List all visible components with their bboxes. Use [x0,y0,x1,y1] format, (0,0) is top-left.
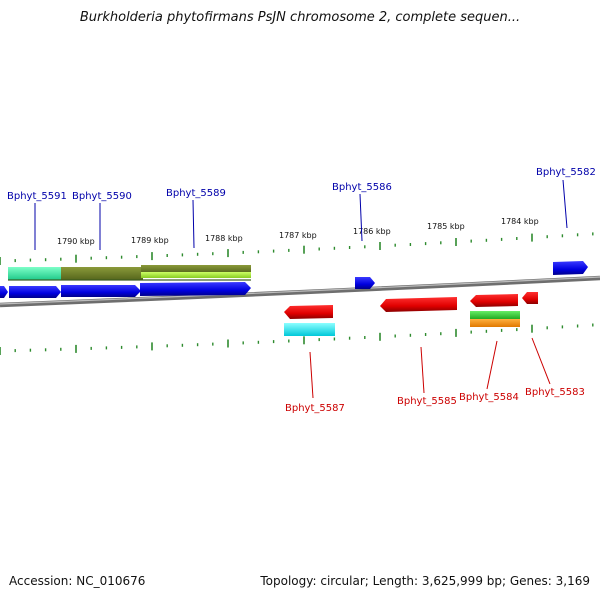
gene-label-forward[interactable]: Bphyt_5582 [536,167,596,178]
map-title: Burkholderia phytofirmans PsJN chromosom… [79,10,521,25]
gene-arrow-forward[interactable] [355,277,375,289]
accession-text: Accession: NC_010676 [9,574,146,588]
gene-label-forward[interactable]: Bphyt_5589 [166,188,226,199]
forward-gene-labels: Bphyt_5591 Bphyt_5590 Bphyt_5589 Bphyt_5… [7,167,596,250]
gene-arrow-forward[interactable] [140,282,251,296]
genome-backbone [0,275,600,308]
gene-arrow-forward[interactable] [61,285,141,297]
gene-arrow-forward[interactable] [9,286,61,298]
gene-label-forward[interactable]: Bphyt_5586 [332,182,392,193]
gene-arrow-reverse[interactable] [284,305,333,319]
gene-arrow-reverse[interactable] [522,292,538,304]
reverse-scale-track [0,323,594,355]
reverse-gene-labels: Bphyt_5587 Bphyt_5585 Bphyt_5584 Bphyt_5… [285,337,585,414]
gene-arrow-forward[interactable] [553,261,588,275]
feature-bar-orange [470,319,520,327]
gene-arrow-forward[interactable] [0,286,8,298]
forward-genes [0,261,588,298]
gene-arrow-reverse[interactable] [470,294,518,307]
scale-label: 1789 kbp [131,236,169,245]
scale-label: 1786 kbp [353,227,391,236]
gene-label-forward[interactable]: Bphyt_5590 [72,191,132,202]
gene-label-reverse[interactable]: Bphyt_5584 [459,392,519,403]
reverse-genes [284,292,538,336]
scale-label: 1790 kbp [57,237,95,246]
feature-bar-cyan [284,323,335,336]
forward-scale-track [0,232,594,265]
scale-label: 1785 kbp [427,222,465,231]
gene-label-reverse[interactable]: Bphyt_5585 [397,396,457,407]
gene-arrow-reverse[interactable] [380,297,457,312]
topology-text: Topology: circular; Length: 3,625,999 bp… [260,574,590,588]
gene-label-forward[interactable]: Bphyt_5591 [7,191,67,202]
scale-label: 1788 kbp [205,234,243,243]
forward-feature-band [8,265,251,281]
feature-bar-green [470,311,520,319]
scale-labels: 1790 kbp 1789 kbp 1788 kbp 1787 kbp 1786… [57,217,539,246]
gene-label-reverse[interactable]: Bphyt_5583 [525,387,585,398]
scale-label: 1784 kbp [501,217,539,226]
scale-label: 1787 kbp [279,231,317,240]
gene-label-reverse[interactable]: Bphyt_5587 [285,403,345,414]
